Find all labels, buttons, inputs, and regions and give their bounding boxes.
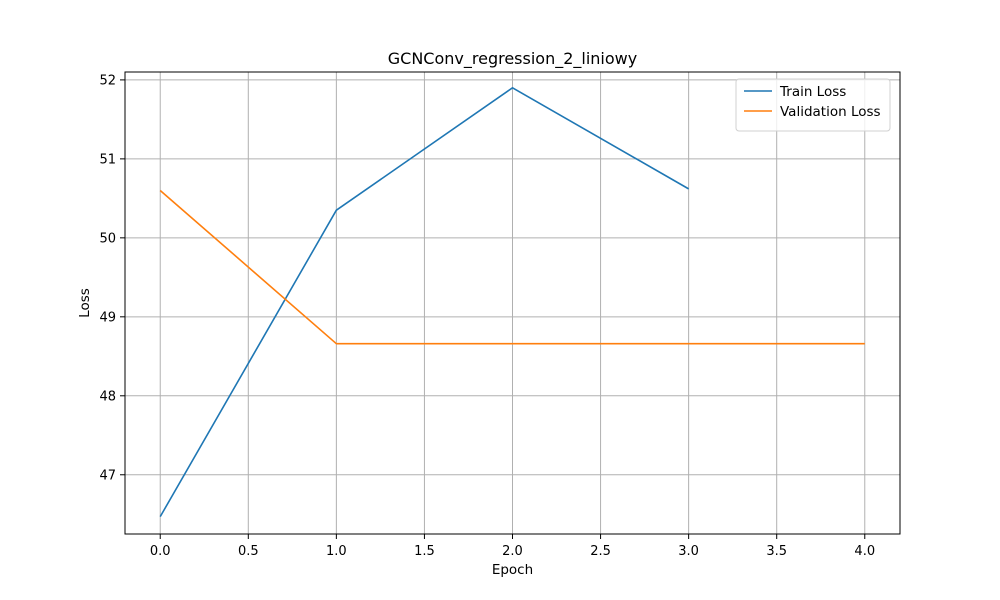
y-tick-label: 52	[99, 73, 116, 88]
x-tick-label: 2.5	[590, 544, 611, 559]
train-loss-legend-label: Train Loss	[779, 84, 846, 100]
x-tick-label: 2.0	[502, 544, 523, 559]
y-tick-label: 50	[99, 231, 116, 246]
y-tick-label: 49	[99, 310, 116, 325]
x-tick-label: 1.5	[414, 544, 435, 559]
legend: Train Loss Validation Loss	[735, 78, 891, 132]
x-tick-label: 1.0	[326, 544, 347, 559]
x-tick-label: 0.0	[150, 544, 171, 559]
series-lines	[159, 86, 865, 518]
y-tick-label: 48	[99, 389, 116, 404]
y-tick-label: 51	[99, 152, 116, 167]
x-tick-label: 3.5	[766, 544, 787, 559]
chart-title: GCNConv_regression_2_liniowy	[388, 49, 637, 69]
axis-ticks: 0.0 0.5 1.0 1.5 2.0 2.5 3.0 3.5 4.0 47 48 49 50 51 52	[99, 73, 875, 559]
x-tick-label: 3.0	[678, 544, 699, 559]
validation-loss-legend-label: Validation Loss	[780, 104, 881, 120]
train-loss-line	[159, 86, 690, 518]
validation-loss-line	[159, 189, 865, 345]
y-tick-label: 47	[99, 468, 116, 483]
x-axis-label: Epoch	[492, 562, 533, 578]
x-tick-label: 4.0	[854, 544, 875, 559]
legend-box	[735, 78, 891, 132]
grid	[125, 72, 900, 534]
y-axis-label: Loss	[77, 288, 93, 318]
x-tick-label: 0.5	[238, 544, 259, 559]
